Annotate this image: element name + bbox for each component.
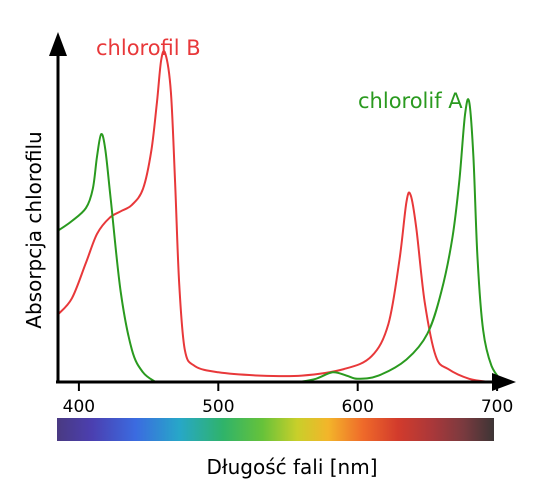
- x-tick-label-500: 500: [202, 397, 234, 417]
- visible-spectrum-bar: [57, 418, 494, 441]
- x-axis-label: Długość fali [nm]: [207, 455, 378, 479]
- series-layer: [58, 50, 504, 382]
- series-line-chlorolif-a-segment-2: [299, 98, 504, 382]
- y-axis: [49, 32, 67, 383]
- y-axis-arrowhead: [49, 32, 67, 56]
- series-label-chlorolif-a: chlorolif A: [358, 89, 463, 113]
- series-line-chlorofil-b: [58, 50, 491, 382]
- x-axis-arrowhead: [492, 373, 516, 391]
- x-tick-layer: 400 500 600 700: [63, 382, 513, 417]
- series-label-chlorofil-b: chlorofil B: [96, 36, 201, 60]
- x-tick-label-600: 600: [341, 397, 373, 417]
- x-tick-label-400: 400: [63, 397, 95, 417]
- x-tick-label-700: 700: [481, 397, 513, 417]
- y-axis-label: Absorpcja chlorofilu: [22, 131, 46, 328]
- series-line-chlorolif-a: [58, 133, 157, 382]
